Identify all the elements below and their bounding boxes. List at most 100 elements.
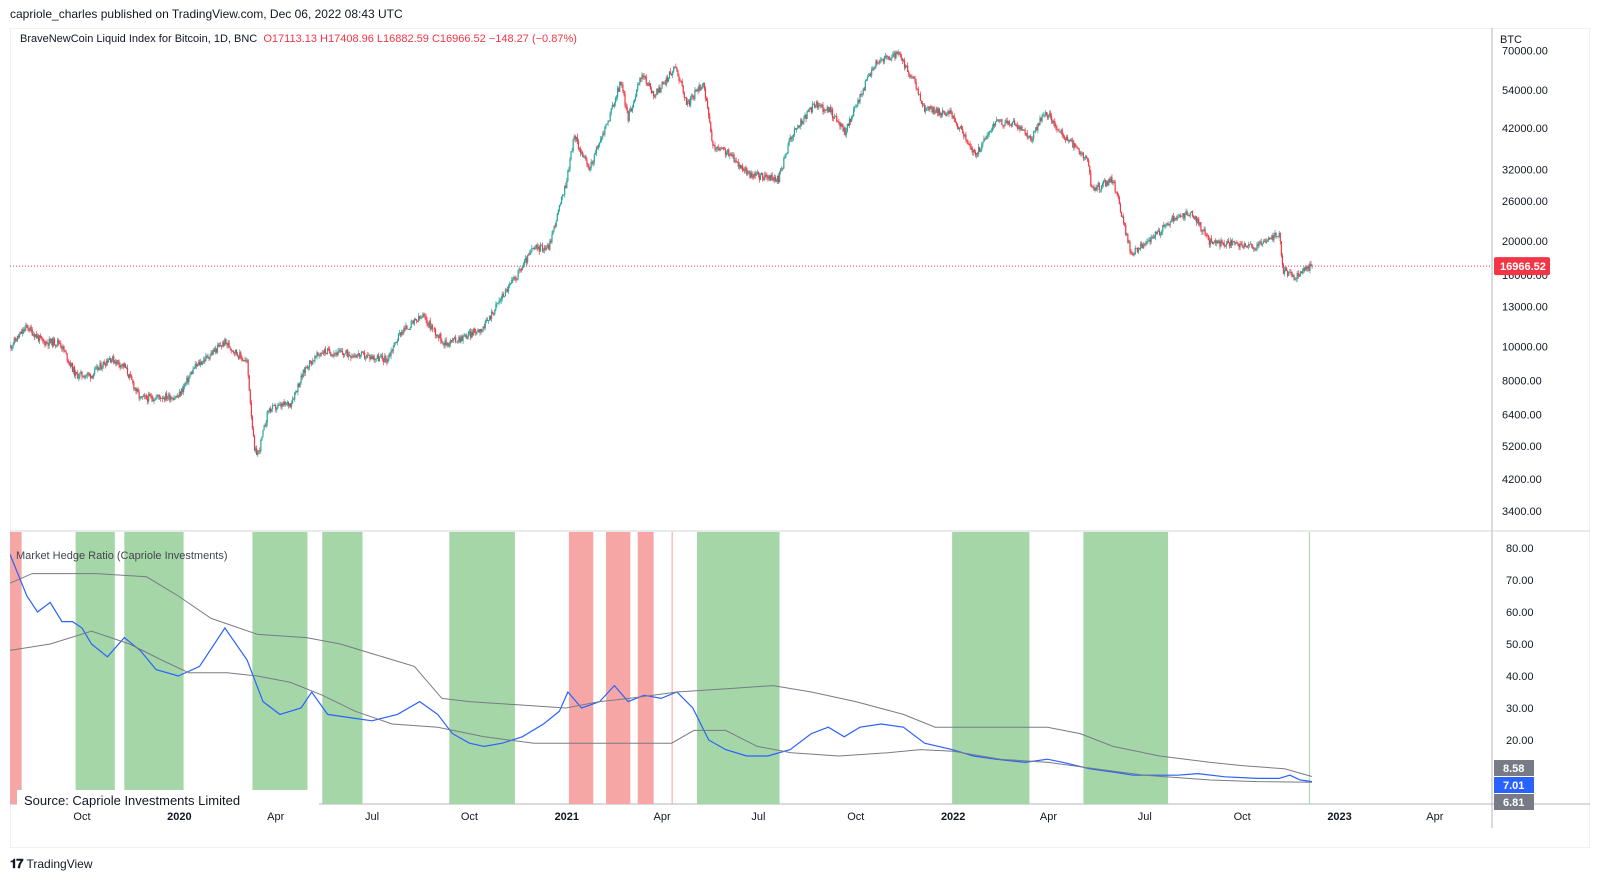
candle [1135,247,1137,249]
candle [303,367,305,377]
candle [1038,122,1040,127]
candle [374,358,376,363]
candle-body [811,104,813,113]
candle-body [1065,136,1068,141]
candle [262,429,264,438]
candle-body [567,170,569,181]
candle-body [735,160,737,162]
indicator-tick-label: 50.00 [1506,639,1534,651]
candle-body [119,364,121,368]
candle [596,145,599,150]
candle-body [1057,129,1059,131]
candle-body [657,88,659,93]
candle [921,100,924,108]
candle-body [746,167,748,175]
candle [322,350,324,356]
candle [650,86,653,94]
candle [487,319,490,324]
candle [606,123,608,125]
candle [130,371,132,379]
signal-zone-2 [124,532,184,804]
candle-body [127,374,130,378]
candle-body [411,320,413,322]
candle-body [847,123,849,127]
candle [1141,241,1143,249]
candle [962,126,964,134]
candle [1182,213,1184,220]
candle-body [25,325,27,329]
candle [88,372,90,377]
candle-body [846,123,848,131]
candle-body [631,107,634,112]
candle-body [1102,180,1105,185]
candle-body [1025,133,1027,135]
candle-body [1082,152,1084,159]
candle [12,342,14,350]
candle-body [449,340,451,344]
candle-body [243,360,245,362]
symbol-label[interactable]: BraveNewCoin Liquid Index for Bitcoin, 1… [20,33,258,45]
candle [538,245,540,255]
candle-body [1187,215,1189,217]
candle [131,374,133,381]
candle [829,104,831,114]
candle [742,167,745,172]
candle-body [651,91,654,94]
candle [1067,138,1070,144]
indicator-legend[interactable]: Market Hedge Ratio (Capriole Investments… [16,550,228,562]
candle-body [755,173,757,176]
candle-body [1138,248,1141,250]
candle-body [1157,230,1160,232]
candle [330,351,332,357]
candle [431,323,433,333]
candle [1036,124,1038,131]
brand-name[interactable]: TradingView [26,857,93,871]
tradingview-logo-icon[interactable]: 𝟏𝟕 [10,856,24,871]
candle-body [1215,240,1217,244]
candle-body [744,170,746,171]
candle [1251,243,1253,249]
candle-body [922,105,925,107]
chart-canvas[interactable]: BTC70000.0054000.0042000.0032000.0026000… [10,28,1590,848]
candle [886,55,889,60]
candle [310,359,312,365]
currency-label: BTC [1500,34,1522,46]
candle [415,319,418,324]
candle [420,314,422,320]
candle [930,104,932,109]
candle-body [303,369,305,373]
candle-body [1181,215,1183,217]
time-tick-label: Jul [1138,811,1152,823]
candle-body [917,88,919,95]
candle [1278,230,1280,238]
candle-body [1018,126,1020,130]
candle [87,372,89,377]
candle-body [500,299,502,301]
candle-body [1179,215,1181,218]
candle [477,328,479,332]
candle [855,104,857,108]
candle [1295,277,1297,283]
candle [808,107,810,113]
candle-body [1116,191,1118,195]
candle-body [367,355,369,356]
candle [102,361,104,369]
signal-zone-8 [637,532,654,804]
candle-body [930,106,932,109]
candle-body [698,84,700,92]
candle-body [975,153,978,156]
candle [1197,217,1199,224]
candle [918,93,920,96]
candle [810,106,812,114]
candle [666,74,668,84]
candle [1156,230,1159,235]
candle-body [240,352,242,357]
candle [31,327,33,337]
candle-body [1077,148,1079,150]
candle [502,291,504,298]
candle [581,149,583,155]
candle [784,154,786,159]
candle-body [203,359,205,363]
candle [270,408,273,413]
candle-body [625,105,627,108]
